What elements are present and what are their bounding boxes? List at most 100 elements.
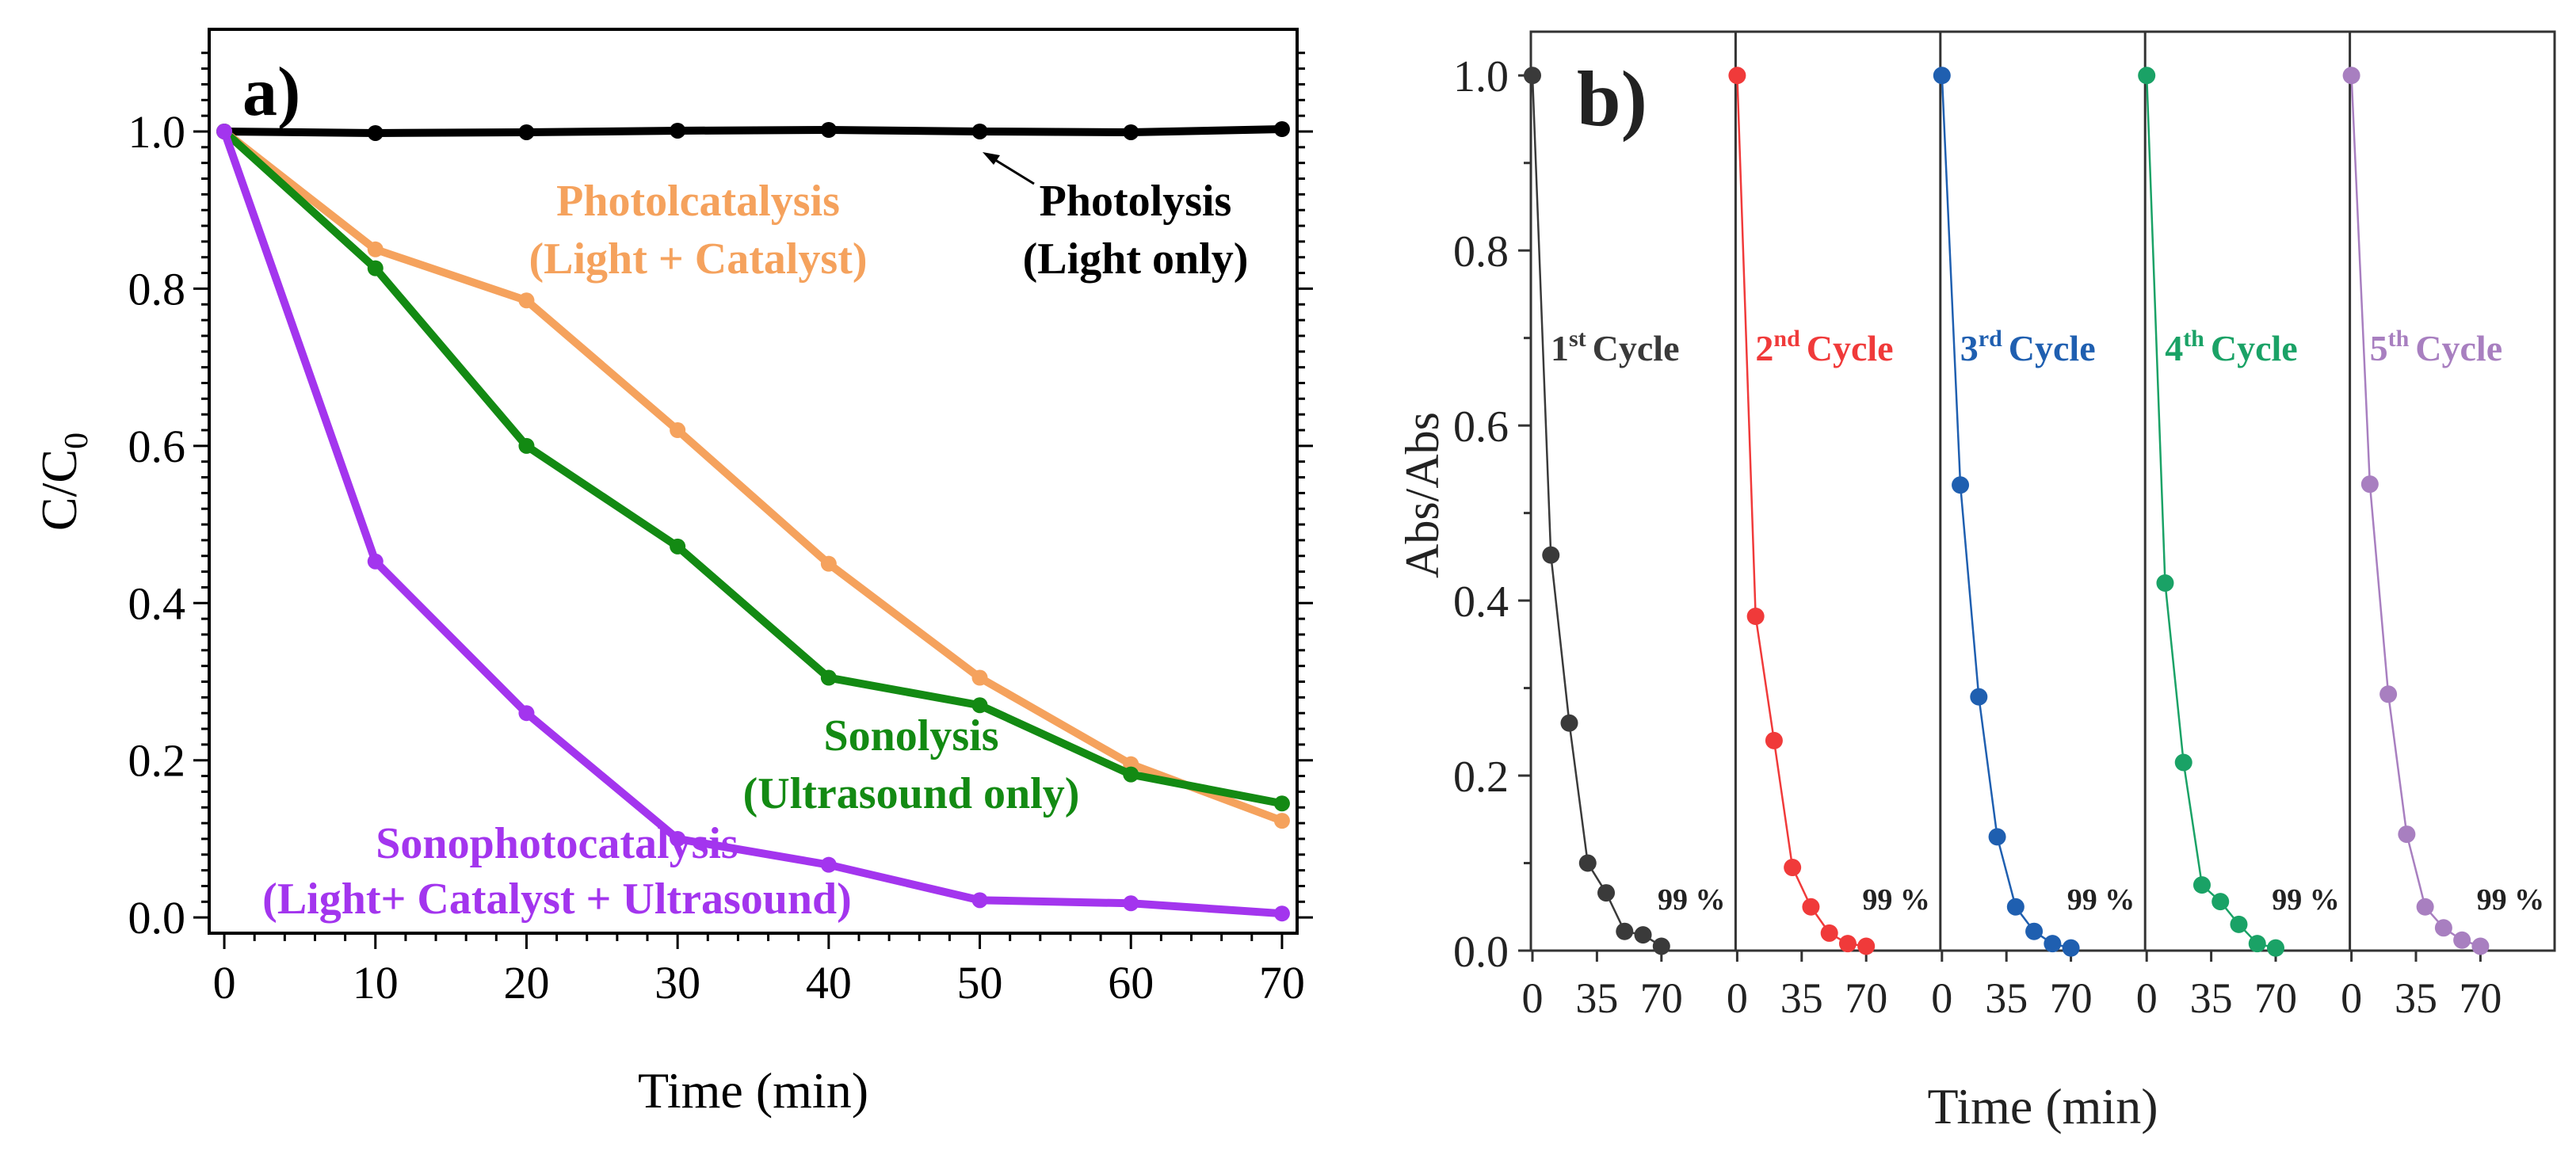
cycle-label: 5th Cycle: [2370, 326, 2503, 368]
y-tick-label: 0.2: [1453, 753, 1509, 802]
data-point: [2398, 825, 2416, 844]
data-point: [670, 422, 686, 439]
cycle-line: [2350, 75, 2481, 947]
y-tick-label: 0.6: [1453, 402, 1509, 452]
cycle-number: 5: [2370, 328, 2388, 368]
removal-annotation: 99 %: [2067, 883, 2135, 917]
y-tick-label: 0.4: [128, 578, 186, 629]
data-point: [1746, 607, 1765, 625]
series-line: [221, 128, 1284, 825]
y-axis-label-main: C/C: [31, 449, 87, 531]
x-tick-label: 70: [1845, 974, 1887, 1022]
x-tick-label: 40: [806, 957, 852, 1008]
y-tick-label: 1.0: [128, 106, 186, 158]
cycle-label: 3rd Cycle: [1960, 326, 2096, 368]
x-tick-label: 0: [213, 957, 236, 1008]
cycle-superscript: rd: [1979, 326, 2002, 352]
data-point: [2471, 937, 2490, 955]
cycle-word: Cycle: [2009, 328, 2096, 368]
x-tick-label: 70: [2459, 974, 2502, 1022]
data-point: [1524, 67, 1541, 85]
plot-frame: [1529, 30, 2556, 952]
series-line: [224, 125, 1283, 137]
data-point: [2138, 67, 2156, 85]
series-label-line1: Photolysis: [1040, 177, 1232, 226]
data-point: [1970, 688, 1988, 706]
cycle-number: 1: [1551, 328, 1569, 368]
series-label-line1: Sonolysis: [824, 711, 999, 760]
annotation-arrowhead: [983, 152, 1000, 165]
data-point: [820, 555, 837, 572]
data-point: [2062, 939, 2080, 957]
panel-a: 0.0 0.2 0.4 0.6 0.8 1.0 0 10 20 30 40 50 60 70 Time (m…: [31, 28, 1313, 1119]
x-tick-label: 0: [1522, 974, 1544, 1022]
cycle-label: 2nd Cycle: [1755, 326, 1893, 368]
x-tick-label: 35: [2395, 974, 2437, 1022]
y-tick-label: 0.8: [128, 263, 186, 314]
data-point: [216, 123, 233, 139]
y-tick-label: 0.0: [128, 892, 186, 943]
data-point: [1802, 898, 1820, 916]
cycle-label: 4th Cycle: [2165, 326, 2298, 368]
x-tick-label: 0: [2341, 974, 2362, 1022]
cycle-4: 0 35 70 4th Cycle 99 %: [2136, 67, 2340, 1022]
y-axis-label: Abs/Abs: [1396, 412, 1448, 578]
x-tick-label: 35: [1985, 974, 2028, 1022]
data-point: [670, 122, 686, 139]
data-point: [2174, 753, 2192, 772]
cycle-5: 0 35 70 5th Cycle 99 %: [2341, 67, 2544, 1022]
cycle-line: [1736, 75, 1867, 947]
cycle-word: Cycle: [2211, 328, 2298, 368]
cycle-3: 0 35 70 3rd Cycle 99 %: [1931, 67, 2135, 1022]
data-point: [971, 123, 988, 139]
data-point: [1857, 937, 1876, 955]
data-point: [367, 553, 384, 570]
x-tick-label: 70: [1259, 957, 1305, 1008]
data-point: [1933, 67, 1951, 85]
data-point: [518, 292, 535, 309]
data-point: [1123, 766, 1139, 783]
data-point: [367, 124, 384, 141]
data-point: [2230, 915, 2248, 933]
data-point: [2416, 898, 2434, 916]
data-point: [820, 669, 837, 686]
cycle-superscript: nd: [1773, 326, 1800, 352]
cycle-superscript: th: [2388, 326, 2410, 352]
y-tick-label: 0.6: [128, 421, 186, 472]
plot-frame: [208, 28, 1299, 935]
data-point: [2360, 475, 2379, 494]
data-point: [1784, 859, 1802, 877]
x-tick-label: 30: [654, 957, 700, 1008]
y-tick-label: 0.8: [1453, 227, 1509, 276]
data-point: [367, 241, 384, 257]
y-axis-label: C/C0: [31, 433, 95, 531]
x-tick-label: 10: [353, 957, 399, 1008]
data-point: [518, 705, 535, 722]
series-photolysis: [216, 121, 1290, 141]
removal-annotation: 99 %: [1658, 883, 1726, 917]
data-point: [2266, 939, 2284, 957]
data-point: [1765, 731, 1783, 749]
data-point: [1123, 895, 1139, 912]
data-point: [670, 830, 686, 847]
cycle-label: 1st Cycle: [1551, 326, 1680, 368]
data-point: [1988, 828, 2006, 846]
cycle-word: Cycle: [2415, 328, 2502, 368]
data-point: [518, 124, 535, 140]
data-point: [1123, 124, 1139, 140]
x-tick-label: 50: [957, 957, 1003, 1008]
data-point: [971, 669, 988, 686]
series-sonolysis: [216, 123, 1290, 812]
cycle-line: [1531, 75, 1662, 947]
series-photolcatalysis: [216, 123, 1290, 829]
data-point: [1273, 813, 1290, 829]
annotation-arrow-shaft: [988, 154, 1035, 185]
data-point: [2025, 922, 2044, 940]
data-point: [2434, 919, 2452, 937]
cycle-word: Cycle: [1807, 328, 1894, 368]
data-point: [2212, 893, 2230, 911]
cycle-2: 0 35 70 2nd Cycle 99 %: [1727, 67, 1930, 1022]
data-point: [820, 121, 837, 138]
data-point: [2453, 931, 2471, 949]
